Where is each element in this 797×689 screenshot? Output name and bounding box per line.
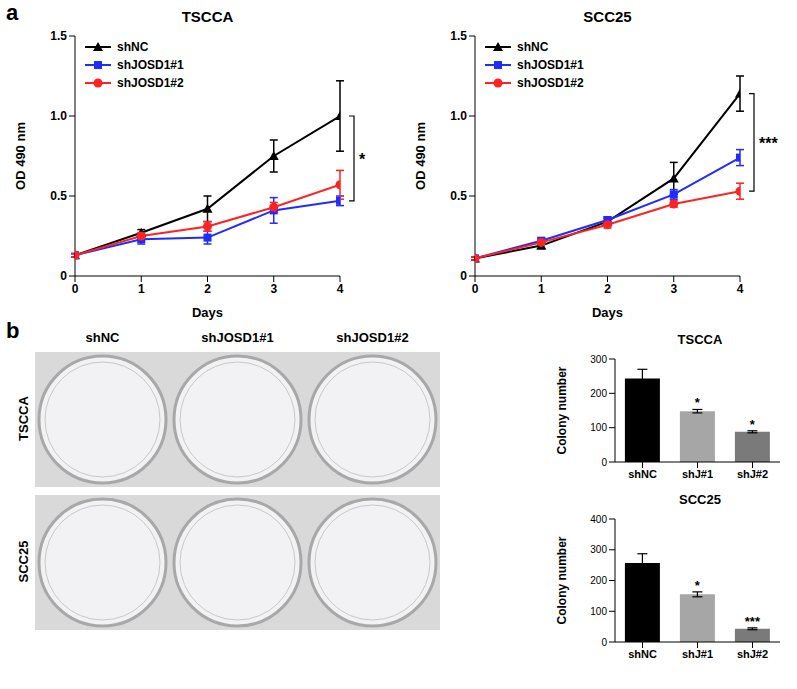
svg-text:0: 0 xyxy=(72,282,79,296)
html-text:shJOSD1#2: shJOSD1#2 xyxy=(336,330,409,345)
svg-text:100: 100 xyxy=(590,422,607,433)
svg-text:1: 1 xyxy=(538,282,545,296)
svg-text:shJ#2: shJ#2 xyxy=(737,468,768,480)
svg-text:*: * xyxy=(695,395,701,410)
html-text:shJOSD1#1: shJOSD1#1 xyxy=(201,330,274,345)
svg-text:3: 3 xyxy=(270,282,277,296)
html-text:shNC: shNC xyxy=(117,40,149,54)
svg-text:1.0: 1.0 xyxy=(50,109,67,123)
svg-text:0.5: 0.5 xyxy=(50,189,67,203)
html-text:SCC25: SCC25 xyxy=(15,540,31,582)
svg-text:Days: Days xyxy=(592,305,623,320)
svg-text:shNC: shNC xyxy=(628,468,657,480)
html-text:shNC: shNC xyxy=(517,40,549,54)
html-text:shJOSD1#2: shJOSD1#2 xyxy=(117,76,184,90)
svg-text:200: 200 xyxy=(590,388,607,399)
html-text:shJOSD1#1: shJOSD1#1 xyxy=(517,58,584,72)
svg-text:OD 490 nm: OD 490 nm xyxy=(13,122,28,190)
html-text:SCC25: SCC25 xyxy=(583,8,632,25)
html-text:TSCCA: TSCCA xyxy=(677,332,723,347)
html-text:TSCCA: TSCCA xyxy=(15,395,31,441)
svg-text:300: 300 xyxy=(590,544,607,555)
svg-text:***: *** xyxy=(759,135,778,152)
svg-text:Colony number: Colony number xyxy=(555,366,569,454)
html-text:shJOSD1#2: shJOSD1#2 xyxy=(517,76,584,90)
svg-text:0: 0 xyxy=(601,637,607,648)
svg-text:*: * xyxy=(750,417,756,432)
svg-text:2: 2 xyxy=(604,282,611,296)
svg-text:3: 3 xyxy=(670,282,677,296)
html-text:TSCCA: TSCCA xyxy=(181,8,234,25)
html-text:b: b xyxy=(6,318,20,343)
svg-text:4: 4 xyxy=(337,282,344,296)
svg-text:1.0: 1.0 xyxy=(450,109,467,123)
svg-text:1.5: 1.5 xyxy=(50,29,67,43)
svg-text:Days: Days xyxy=(192,305,223,320)
svg-text:100: 100 xyxy=(590,606,607,617)
svg-text:0: 0 xyxy=(60,269,67,283)
html-text:SCC25: SCC25 xyxy=(679,492,721,507)
svg-text:2: 2 xyxy=(204,282,211,296)
svg-text:0: 0 xyxy=(472,282,479,296)
svg-text:*: * xyxy=(359,151,366,168)
svg-text:1: 1 xyxy=(138,282,145,296)
svg-text:OD 490 nm: OD 490 nm xyxy=(413,122,428,190)
svg-text:shJ#2: shJ#2 xyxy=(737,648,768,660)
svg-text:shJ#1: shJ#1 xyxy=(682,468,713,480)
svg-text:***: *** xyxy=(745,614,761,629)
html-text:a: a xyxy=(6,0,19,25)
svg-text:4: 4 xyxy=(737,282,744,296)
svg-text:shJ#1: shJ#1 xyxy=(682,648,713,660)
html-text:shJOSD1#1: shJOSD1#1 xyxy=(117,58,184,72)
svg-text:300: 300 xyxy=(590,354,607,365)
svg-text:0: 0 xyxy=(460,269,467,283)
svg-text:*: * xyxy=(695,578,701,593)
svg-text:shNC: shNC xyxy=(628,648,657,660)
svg-text:1.5: 1.5 xyxy=(450,29,467,43)
svg-text:400: 400 xyxy=(590,514,607,525)
svg-text:0: 0 xyxy=(601,457,607,468)
svg-text:200: 200 xyxy=(590,575,607,586)
svg-text:Colony number: Colony number xyxy=(555,536,569,624)
html-text:shNC: shNC xyxy=(85,330,120,345)
svg-text:0.5: 0.5 xyxy=(450,189,467,203)
